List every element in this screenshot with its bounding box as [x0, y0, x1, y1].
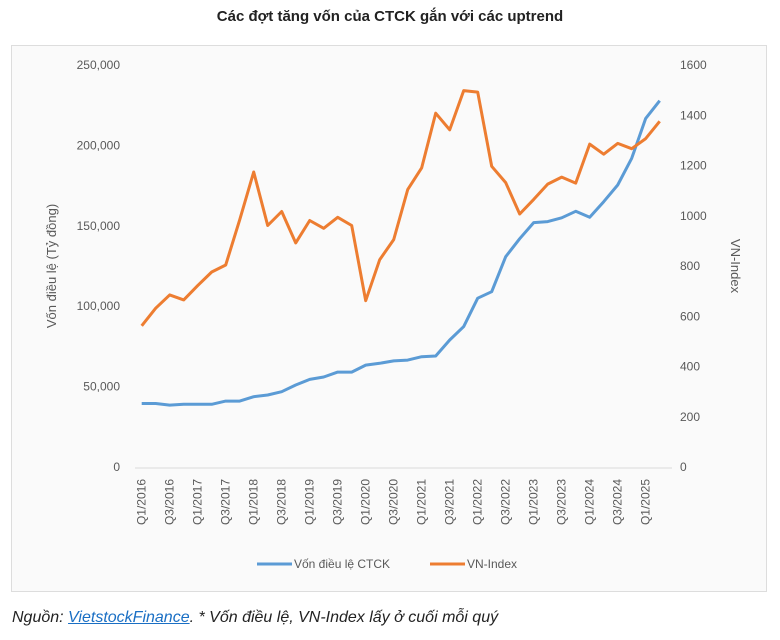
- von-dieu-le-line: [141, 99, 661, 407]
- vn-index-line: [140, 89, 661, 327]
- dual-axis-line-chart: 0 50,000 100,000 150,000 200,000 250,000 Vốn đ…: [44, 58, 743, 571]
- x-tick-label: Q3/2019: [331, 479, 345, 525]
- right-tick-label: 0: [680, 460, 687, 474]
- x-tick-label: Q3/2020: [387, 479, 401, 525]
- x-tick-label: Q1/2025: [639, 479, 653, 525]
- x-tick-label: Q3/2017: [219, 479, 233, 525]
- left-axis: 0 50,000 100,000 150,000 200,000 250,000 Vốn đ…: [44, 58, 120, 474]
- right-tick-label: 1400: [680, 108, 707, 122]
- x-tick-label: Q1/2018: [247, 479, 261, 525]
- x-tick-label: Q3/2016: [163, 479, 177, 525]
- right-tick-label: 200: [680, 410, 700, 424]
- left-tick-label: 100,000: [77, 299, 121, 313]
- right-axis: 0 200 400 600 800 1000 1200 1400 1600 VN-Index: [680, 58, 743, 474]
- x-tick-label: Q1/2022: [471, 479, 485, 525]
- x-tick-label: Q3/2021: [443, 479, 457, 525]
- chart-title: Các đợt tăng vốn của CTCK gắn với các up…: [216, 8, 564, 25]
- x-axis: Q1/2016 Q3/2016 Q1/2017 Q3/2017 Q1/2018 Q3/20…: [135, 467, 672, 525]
- x-tick-label: Q3/2023: [555, 479, 569, 525]
- x-tick-label: Q1/2017: [191, 479, 205, 525]
- legend-label: VN-Index: [467, 557, 517, 571]
- x-tick-label: Q1/2019: [303, 479, 317, 525]
- right-tick-label: 1000: [680, 209, 707, 223]
- right-axis-title: VN-Index: [728, 239, 743, 294]
- x-tick-label: Q1/2023: [527, 479, 541, 525]
- x-tick-label: Q1/2016: [135, 479, 149, 525]
- right-tick-label: 400: [680, 360, 700, 374]
- source-link[interactable]: VietstockFinance: [68, 609, 190, 626]
- x-tick-label: Q3/2018: [275, 479, 289, 525]
- left-tick-label: 250,000: [77, 58, 121, 72]
- left-tick-label: 150,000: [77, 219, 121, 233]
- left-tick-label: 200,000: [77, 138, 121, 152]
- x-tick-label: Q1/2020: [359, 479, 373, 525]
- right-tick-label: 800: [680, 259, 700, 273]
- left-tick-label: 0: [113, 460, 120, 474]
- legend-label: Vốn điều lệ CTCK: [294, 557, 390, 571]
- right-tick-label: 1600: [680, 58, 707, 72]
- source-prefix: Nguồn:: [12, 609, 69, 626]
- left-tick-label: 50,000: [83, 380, 120, 394]
- series-lines: [140, 89, 661, 407]
- x-tick-label: Q3/2022: [499, 479, 513, 525]
- source-note: Nguồn: VietstockFinance. * Vốn điều lệ, …: [12, 609, 498, 627]
- right-tick-label: 1200: [680, 159, 707, 173]
- left-axis-title: Vốn điều lệ (Tỷ đồng): [44, 204, 59, 328]
- legend: Vốn điều lệ CTCK VN-Index: [257, 557, 517, 571]
- x-tick-label: Q1/2021: [415, 479, 429, 525]
- x-tick-label: Q3/2024: [611, 479, 625, 525]
- source-suffix: . * Vốn điều lệ, VN-Index lấy ở cuối mỗi…: [189, 609, 499, 626]
- right-tick-label: 600: [680, 309, 700, 323]
- x-tick-label: Q1/2024: [583, 479, 597, 525]
